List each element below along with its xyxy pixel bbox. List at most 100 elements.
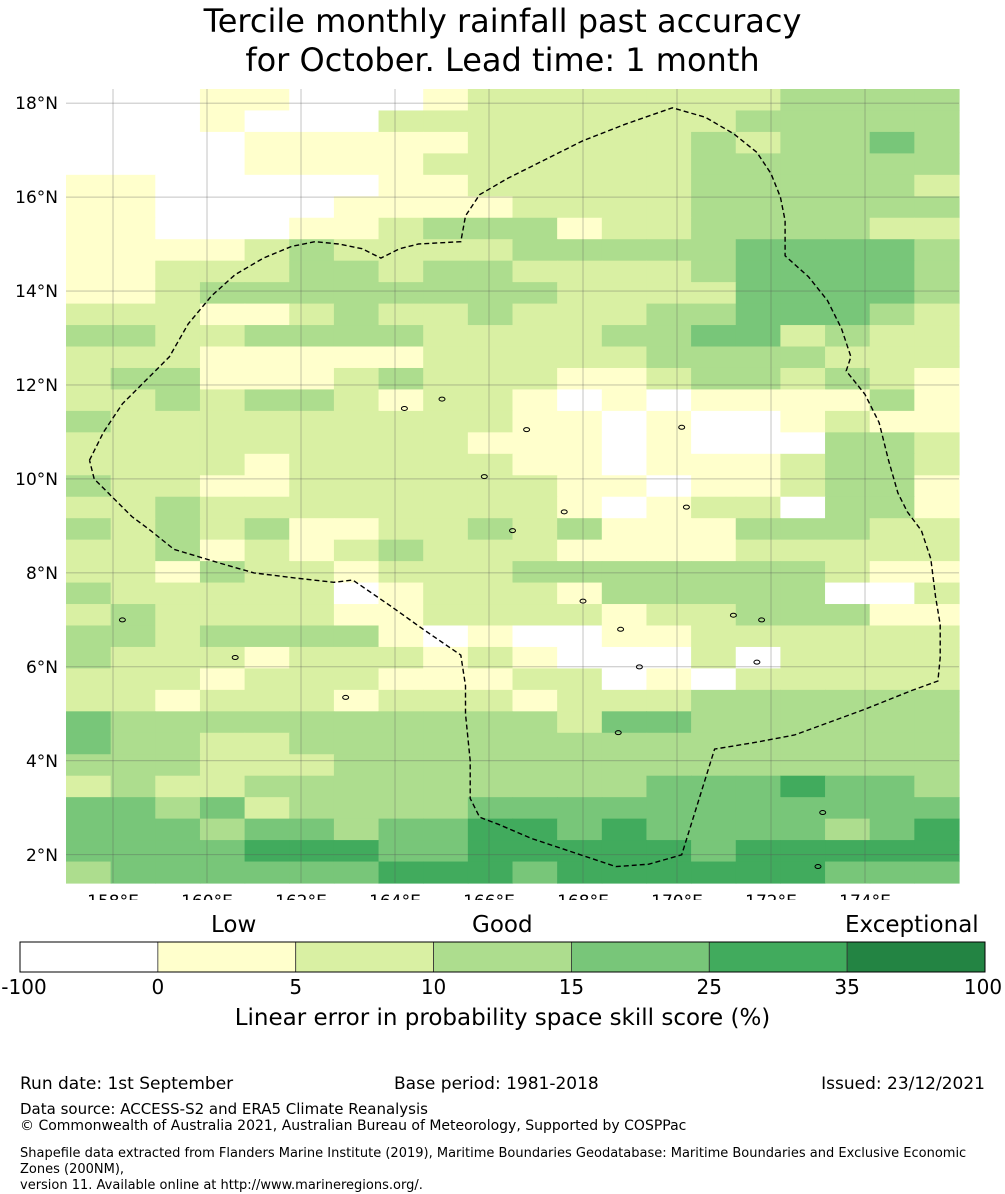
skill-cell: [914, 539, 960, 562]
skill-cell: [155, 325, 201, 348]
skill-cell: [601, 389, 648, 412]
skill-cell: [691, 732, 737, 755]
skill-cell: [378, 432, 424, 455]
skill-cell: [378, 604, 424, 627]
skill-cell: [110, 196, 156, 219]
skill-cell: [155, 496, 201, 519]
skill-cell: [601, 861, 648, 884]
skill-cell: [110, 217, 156, 240]
skill-cell: [914, 217, 960, 240]
skill-cell: [467, 303, 514, 326]
skill-cell: [467, 604, 514, 627]
skill-cell: [914, 153, 960, 176]
skill-cell: [378, 153, 424, 176]
skill-cell: [601, 582, 648, 605]
skill-cell: [155, 561, 201, 584]
skill-cell: [512, 239, 558, 262]
skill-cell: [512, 131, 558, 154]
skill-cell: [244, 539, 290, 562]
skill-cell: [66, 539, 112, 562]
skill-cell: [780, 797, 826, 820]
skill-cell: [914, 389, 960, 412]
skill-cell: [467, 732, 514, 755]
skill-cell: [378, 346, 424, 369]
skill-cell: [155, 153, 201, 176]
skill-cell: [914, 453, 960, 476]
skill-cell: [155, 625, 201, 648]
skill-cell: [66, 625, 112, 648]
skill-cell: [244, 604, 290, 627]
skill-cell: [289, 689, 335, 712]
lat-tick-label: 18°N: [15, 94, 58, 114]
skill-cell: [780, 131, 826, 154]
skill-cell: [601, 453, 648, 476]
skill-cell: [825, 689, 871, 712]
skill-cell: [869, 346, 915, 369]
skill-cell: [691, 646, 737, 670]
skill-cell: [780, 518, 826, 541]
skill-cell: [869, 432, 915, 455]
skill-cell: [646, 453, 692, 476]
skill-cell: [735, 496, 781, 519]
skill-cell: [735, 797, 781, 820]
skill-cell: [244, 646, 290, 670]
skill-cell: [289, 303, 335, 326]
skill-cell: [780, 153, 826, 176]
skill-cell: [646, 346, 692, 369]
skill-cell: [333, 153, 380, 176]
skill-cell: [423, 217, 469, 240]
lat-tick-label: 12°N: [15, 376, 58, 396]
skill-cell: [467, 325, 514, 348]
skill-cell: [869, 668, 915, 691]
skill-cell: [601, 174, 648, 197]
skill-cell: [869, 861, 915, 884]
skill-cell: [735, 367, 781, 391]
chart-title: Tercile monthly rainfall past accuracy f…: [0, 2, 1005, 80]
skill-cell: [512, 174, 558, 197]
skill-cell: [825, 346, 871, 369]
skill-cell: [869, 303, 915, 326]
skill-cell: [333, 389, 380, 412]
skill-cell: [289, 582, 335, 605]
skill-cell: [557, 453, 603, 476]
colorbar-swatch: [571, 941, 710, 973]
skill-cell: [869, 453, 915, 476]
skill-cell: [378, 282, 424, 305]
skill-cell: [646, 561, 692, 584]
skill-cell: [423, 754, 469, 777]
skill-cell: [155, 282, 201, 305]
skill-cell: [869, 217, 915, 240]
skill-cell: [244, 282, 290, 305]
skill-cell: [199, 89, 246, 112]
skill-cell: [646, 174, 692, 197]
skill-cell: [289, 260, 335, 283]
skill-cell: [780, 625, 826, 648]
skill-cell: [333, 604, 380, 627]
skill-cell: [199, 668, 246, 691]
skill-cell: [557, 325, 603, 348]
skill-cell: [467, 89, 514, 112]
skill-cell: [646, 196, 692, 219]
skill-cell: [914, 840, 960, 863]
skill-cell: [691, 196, 737, 219]
skill-cell: [199, 475, 246, 498]
skill-cell: [825, 325, 871, 348]
skill-cell: [512, 775, 558, 798]
skill-cell: [289, 131, 335, 154]
skill-cell: [691, 775, 737, 798]
skill-cell: [155, 518, 201, 541]
skill-cell: [66, 260, 112, 283]
skill-cell: [378, 89, 424, 112]
skill-cell: [244, 518, 290, 541]
skill-cell: [378, 775, 424, 798]
skill-cell: [691, 689, 737, 712]
skill-cell: [423, 646, 469, 670]
skill-cell: [512, 668, 558, 691]
skill-cell: [244, 754, 290, 777]
skill-cell: [378, 475, 424, 498]
skill-cell: [110, 689, 156, 712]
skill-cell: [512, 325, 558, 348]
colorbar-tick-label: 15: [558, 975, 585, 999]
skill-cell: [333, 775, 380, 798]
skill-cell: [244, 131, 290, 154]
